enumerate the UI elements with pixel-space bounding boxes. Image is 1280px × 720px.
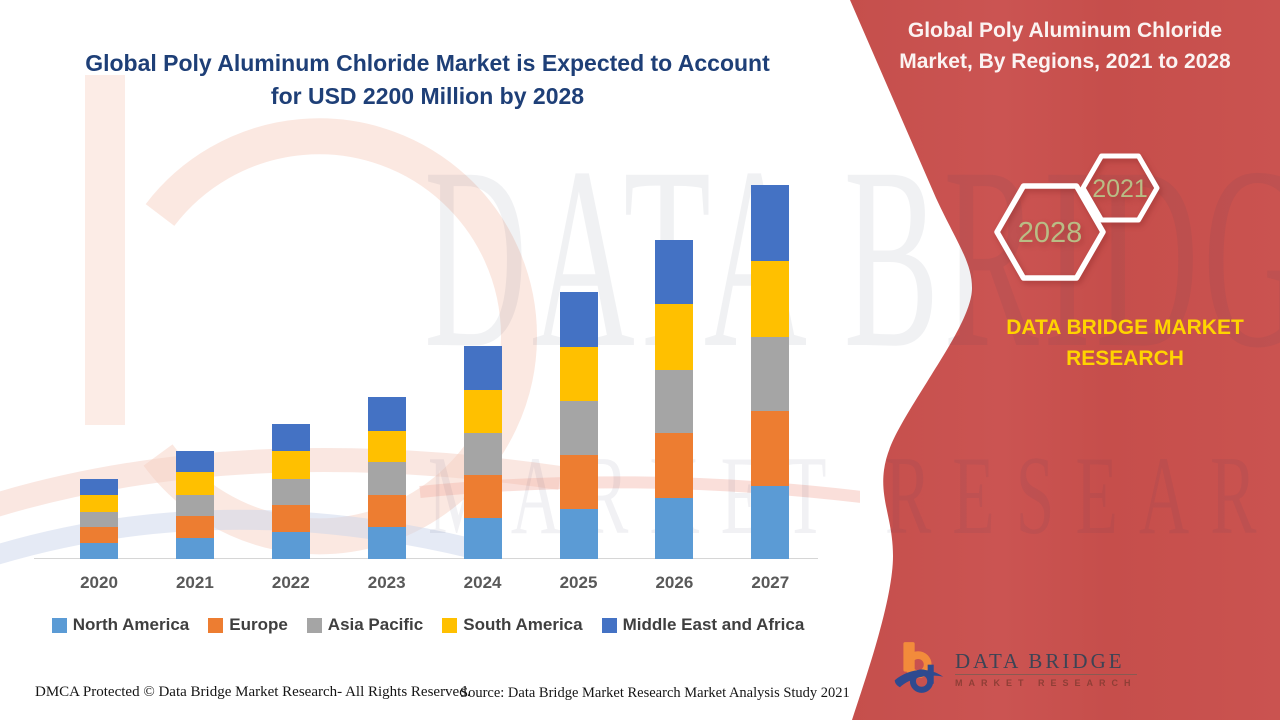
x-axis-label-2023: 2023 — [367, 573, 406, 592]
brand-text-line2: RESEARCH — [1066, 347, 1184, 370]
bar-segment-2026-middle-east-and-africa — [655, 240, 694, 304]
legend-swatch — [601, 617, 617, 633]
data-bridge-logo: DATA BRIDGE MARKET RESEARCH — [893, 638, 1137, 700]
bar-segment-2026-north-america — [655, 498, 694, 559]
x-axis-label-2022: 2022 — [271, 573, 310, 592]
bar-segment-2025-asia-pacific — [559, 401, 598, 455]
hexagon-2021 — [1080, 153, 1160, 223]
legend-item-south-america: South America — [442, 615, 583, 635]
bar-segment-2025-south-america — [559, 347, 598, 401]
bar-segment-2027-north-america — [751, 486, 790, 559]
bar-segment-2025-europe — [559, 455, 598, 509]
logo-divider — [955, 674, 1137, 675]
red-panel-shape — [850, 0, 1280, 720]
legend-swatch — [306, 617, 322, 633]
chart-title: Global Poly Aluminum Chloride Market is … — [55, 47, 800, 113]
legend-item-asia-pacific: Asia Pacific — [306, 615, 424, 635]
legend-label: Asia Pacific — [327, 615, 424, 634]
stacked-bar-chart: 2020 2021 2022 2023 2024 2025 2026 2027 — [34, 185, 818, 592]
chart-legend: North America Europe Asia Pacific South Ame… — [28, 615, 828, 635]
bar-segment-2021-south-america — [175, 472, 214, 495]
hexagon-2028-label: 2028 — [1018, 217, 1083, 249]
legend-label: Europe — [229, 615, 288, 634]
hexagon-2028 — [994, 183, 1106, 281]
logo-text: DATA BRIDGE MARKET RESEARCH — [955, 650, 1137, 688]
bar-segment-2024-south-america — [463, 390, 502, 433]
bar-segment-2022-north-america — [271, 532, 310, 559]
chart-title-line1: Global Poly Aluminum Chloride Market is … — [85, 50, 770, 76]
bar-segment-2025-north-america — [559, 509, 598, 559]
year-hexagons: 2028 2021 — [994, 153, 1160, 281]
bar-segment-2027-south-america — [751, 261, 790, 337]
bar-segment-2027-europe — [751, 411, 790, 486]
x-axis-label-2024: 2024 — [463, 573, 502, 592]
panel-heading: Global Poly Aluminum Chloride Market, By… — [876, 15, 1254, 77]
legend-swatch — [51, 617, 67, 633]
bar-segment-2022-south-america — [271, 451, 310, 479]
x-axis-label-2025: 2025 — [559, 573, 598, 592]
bar-segment-2023-europe — [367, 495, 406, 527]
x-axis-label-2021: 2021 — [175, 573, 214, 592]
x-axis-label-2027: 2027 — [751, 573, 790, 592]
bar-segment-2020-middle-east-and-africa — [80, 479, 118, 495]
x-axis-label-2020: 2020 — [80, 573, 118, 592]
legend-label: North America — [72, 615, 190, 634]
brand-text-line1: DATA BRIDGE MARKET — [1006, 316, 1244, 339]
bar-segment-2024-europe — [463, 475, 502, 518]
bar-segment-2021-north-america — [175, 538, 214, 559]
bar-segment-2022-asia-pacific — [271, 479, 310, 505]
legend-label: South America — [463, 615, 583, 634]
hexagon-2021-label: 2021 — [1092, 175, 1148, 203]
bar-segment-2023-south-america — [367, 431, 406, 462]
panel-heading-line1: Global Poly Aluminum Chloride — [907, 19, 1223, 42]
legend-item-north-america: North America — [51, 615, 190, 635]
bar-segment-2024-middle-east-and-africa — [463, 346, 502, 390]
bar-segment-2026-europe — [655, 433, 694, 498]
legend-swatch — [208, 617, 224, 633]
bar-segment-2021-middle-east-and-africa — [175, 451, 214, 472]
logo-subname: MARKET RESEARCH — [955, 678, 1137, 688]
data-bridge-logo-icon — [894, 642, 944, 693]
legend-item-europe: Europe — [208, 615, 288, 635]
bar-segment-2020-europe — [80, 527, 118, 543]
bar-segment-2020-north-america — [80, 543, 118, 559]
bar-segment-2023-asia-pacific — [367, 462, 406, 495]
legend-swatch — [442, 617, 458, 633]
dmca-notice: DMCA Protected © Data Bridge Market Rese… — [35, 684, 471, 700]
panel-heading-line2: Market, By Regions, 2021 to 2028 — [899, 50, 1231, 73]
bar-segment-2020-asia-pacific — [80, 512, 118, 527]
brand-text: DATA BRIDGE MARKET RESEARCH — [995, 312, 1255, 374]
bar-segment-2027-asia-pacific — [751, 337, 790, 411]
bar-segment-2022-middle-east-and-africa — [271, 424, 310, 451]
x-axis-label-2026: 2026 — [655, 573, 694, 592]
source-note: Source: Data Bridge Market Research Mark… — [460, 685, 850, 701]
legend-label: Middle East and Africa — [622, 615, 805, 634]
logo-name: DATA BRIDGE — [955, 649, 1125, 673]
bar-segment-2020-south-america — [80, 495, 118, 512]
bar-segment-2026-asia-pacific — [655, 370, 694, 433]
legend-item-middle-east-and-africa: Middle East and Africa — [601, 615, 805, 635]
bar-segment-2023-middle-east-and-africa — [367, 397, 406, 431]
bar-segment-2021-asia-pacific — [175, 495, 214, 516]
bar-segment-2024-north-america — [463, 518, 502, 559]
bar-segment-2027-middle-east-and-africa — [751, 185, 790, 261]
x-axis-line — [34, 558, 818, 559]
bar-segment-2026-south-america — [655, 304, 694, 370]
bar-segment-2023-north-america — [367, 527, 406, 559]
bar-segment-2021-europe — [175, 516, 214, 538]
bar-segment-2022-europe — [271, 505, 310, 532]
chart-title-line2: for USD 2200 Million by 2028 — [270, 83, 585, 109]
bar-segment-2024-asia-pacific — [463, 433, 502, 475]
bar-segment-2025-middle-east-and-africa — [559, 292, 598, 347]
